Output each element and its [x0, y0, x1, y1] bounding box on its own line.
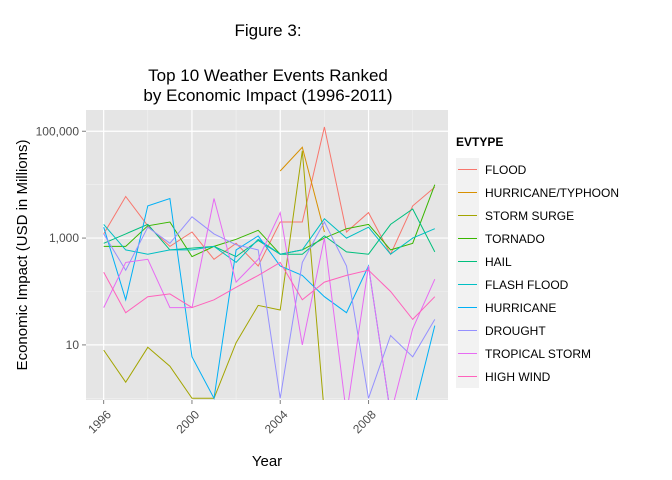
legend-key: [456, 296, 479, 319]
legend-label: STORM SURGE: [485, 208, 575, 223]
legend-label: HURRICANE/TYPHOON: [485, 185, 620, 200]
series-line-flash-flood: [103, 218, 435, 264]
legend-title: EVTYPE: [456, 135, 504, 149]
series-line-high-wind: [103, 261, 436, 321]
legend-key: [456, 227, 479, 250]
legend-key: [456, 250, 479, 273]
legend-label: HIGH WIND: [485, 369, 551, 384]
legend-key: [456, 273, 479, 296]
legend-key: [456, 181, 479, 204]
minor-grid: [86, 110, 448, 400]
series-line-hurricane-typhoon: [279, 146, 325, 233]
x-tick-label: 2000: [174, 407, 203, 436]
chart-title-line-2: by Economic Impact (1996-2011): [143, 86, 393, 105]
legend-key-line: [458, 307, 477, 308]
legend-item: DROUGHT: [456, 319, 656, 342]
legend-label: HAIL: [485, 254, 512, 269]
legend-key: [456, 204, 479, 227]
legend-item: TORNADO: [456, 227, 656, 250]
legend-key-line: [458, 238, 477, 239]
figure-caption: Figure 3:: [234, 21, 302, 40]
x-axis-title: Year: [252, 453, 282, 470]
major-grid: [86, 110, 448, 400]
legend-item: HIGH WIND: [456, 365, 656, 388]
legend-key: [456, 365, 479, 388]
legend-key-line: [458, 215, 477, 216]
legend-item: HURRICANE: [456, 296, 656, 319]
legend-item: HURRICANE/TYPHOON: [456, 181, 656, 204]
x-tick-label: 2008: [350, 407, 379, 436]
x-tick-label: 2004: [262, 407, 291, 436]
legend-key-line: [458, 330, 477, 331]
legend-label: FLASH FLOOD: [485, 277, 569, 292]
legend-item: FLASH FLOOD: [456, 273, 656, 296]
legend-label: TROPICAL STORM: [485, 346, 592, 361]
y-tick-label: 1,000: [49, 231, 79, 245]
legend: EVTYPE FLOOD HURRICANE/TYPHOON STORM SURGE…: [456, 134, 656, 388]
legend-key: [456, 158, 479, 181]
y-tick-label: 100,000: [36, 124, 80, 138]
legend-item: FLOOD: [456, 158, 656, 181]
series-line-flood: [103, 126, 436, 267]
legend-label: HURRICANE: [485, 300, 557, 315]
legend-label: TORNADO: [485, 231, 545, 246]
legend-items: FLOOD HURRICANE/TYPHOON STORM SURGE TORNADO…: [456, 158, 656, 388]
legend-item: STORM SURGE: [456, 204, 656, 227]
legend-key-line: [458, 284, 477, 285]
legend-label: DROUGHT: [485, 323, 546, 338]
series-line-tornado: [103, 184, 436, 258]
legend-item: HAIL: [456, 250, 656, 273]
legend-key-line: [458, 169, 477, 170]
chart-title-line-1: Top 10 Weather Events Ranked: [148, 66, 388, 85]
legend-key-line: [458, 192, 477, 193]
series-line-drought: [103, 216, 436, 399]
legend-key-line: [458, 353, 477, 354]
x-tick-label: 1996: [85, 407, 114, 436]
series-line-tropical-storm: [103, 198, 436, 400]
y-axis-title: Economic Impact (USD in Millions): [14, 140, 31, 371]
legend-key-line: [458, 376, 477, 377]
legend-label: FLOOD: [485, 162, 527, 177]
legend-key: [456, 342, 479, 365]
y-tick-label: 10: [66, 338, 80, 352]
series-lines: [103, 126, 436, 400]
legend-item: TROPICAL STORM: [456, 342, 656, 365]
legend-key: [456, 319, 479, 342]
legend-key-line: [458, 261, 477, 262]
plot-panel: [86, 110, 448, 400]
